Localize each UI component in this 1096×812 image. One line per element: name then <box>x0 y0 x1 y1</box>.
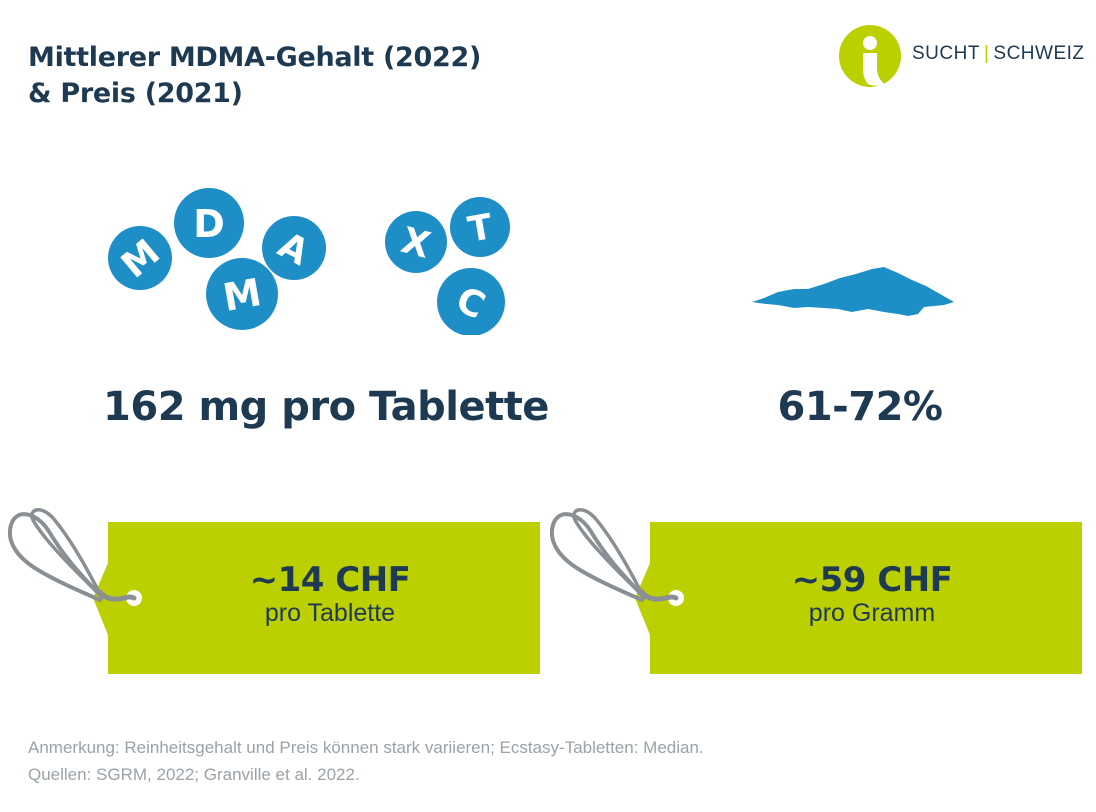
price-tablet: ~14 CHF <box>249 560 411 600</box>
price-tag-gram <box>550 508 1082 674</box>
price-tag-gram-text: ~59 CHF pro Gramm <box>712 560 1032 626</box>
powder-pile-icon <box>752 267 954 316</box>
pill-letter-d: D <box>193 202 225 246</box>
price-tablet-unit: pro Tablette <box>264 599 396 627</box>
price-gram-unit: pro Gramm <box>808 599 936 627</box>
price-tag-tablet <box>8 508 540 674</box>
tablet-mdma-content: 162 mg pro Tablette <box>103 384 549 430</box>
chart-title: Mittlerer MDMA-Gehalt (2022) & Preis (20… <box>28 40 481 112</box>
logo-separator: | <box>983 43 990 64</box>
footnote-remark: Anmerkung: Reinheitsgehalt und Preis kön… <box>28 738 704 757</box>
pill-t: T <box>450 197 510 257</box>
title-line-1: Mittlerer MDMA-Gehalt (2022) <box>28 42 481 73</box>
pill-d: D <box>174 188 244 258</box>
sucht-schweiz-logo: SUCHT | SCHWEIZ <box>838 24 1084 88</box>
price-gram: ~59 CHF <box>791 560 953 600</box>
pill-a: A <box>262 216 326 280</box>
price-tag-tablet-text: ~14 CHF pro Tablette <box>170 560 490 626</box>
logo-wordmark: SUCHT | SCHWEIZ <box>912 43 1085 65</box>
logo-word-schweiz: SCHWEIZ <box>993 43 1085 64</box>
pill-c: C <box>437 268 505 335</box>
title-line-2: & Preis (2021) <box>28 78 243 109</box>
footnote-sources: Quellen: SGRM, 2022; Granville et al. 20… <box>28 765 360 784</box>
pill-m2: M <box>206 258 278 330</box>
info-person-icon <box>839 25 901 87</box>
pill-x: X <box>385 211 447 273</box>
pill-m1: M <box>108 226 172 290</box>
logo-word-sucht: SUCHT <box>912 43 980 64</box>
powder-purity-range: 61-72% <box>777 384 943 430</box>
footnote: Anmerkung: Reinheitsgehalt und Preis kön… <box>28 734 704 788</box>
ecstasy-pills-icon: M D A M X T C <box>108 188 510 335</box>
pill-letter-m2: M <box>220 270 265 320</box>
